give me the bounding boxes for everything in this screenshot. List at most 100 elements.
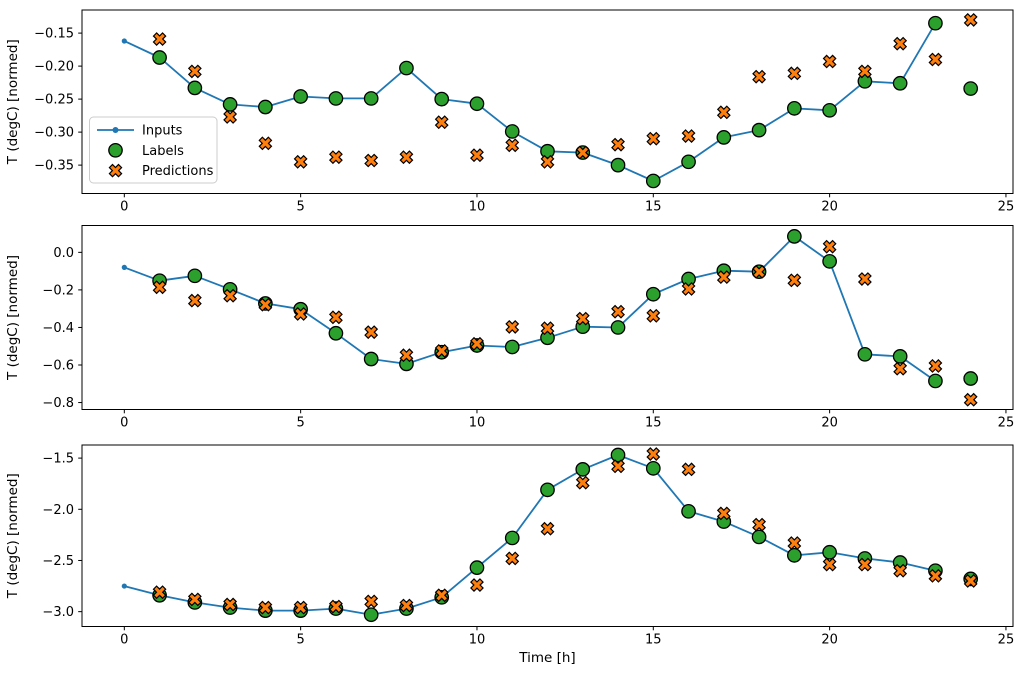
label-circle-marker	[928, 373, 943, 389]
labels-scatter	[152, 15, 979, 189]
prediction-x-marker	[752, 264, 767, 279]
x-tick-label: 20	[821, 416, 838, 431]
prediction-x-marker	[540, 521, 555, 536]
label-circle-marker	[363, 91, 379, 106]
subplot-2: 0 5 10 15 20 25 0.0 −0.2 −0.4 −0.6 −0.8 T (degC) [n…	[5, 225, 1015, 431]
prediction-x-marker	[258, 136, 273, 151]
prediction-x-marker	[857, 64, 872, 79]
label-circle-marker	[857, 73, 873, 89]
label-circle-marker	[293, 89, 308, 104]
label-circle-marker	[681, 154, 696, 170]
label-circle-marker	[751, 529, 767, 545]
legend-circle-marker	[108, 142, 123, 158]
legend: Inputs Labels Predictions	[89, 116, 218, 184]
y-axis-ticks: −0.15 −0.20 −0.25 −0.30 −0.35	[34, 27, 82, 174]
label-circle-marker	[187, 268, 203, 284]
label-circle-marker	[787, 101, 802, 116]
x-tick-label: 5	[297, 200, 305, 215]
prediction-x-marker	[822, 54, 837, 69]
prediction-x-marker	[646, 447, 661, 461]
legend-label: Labels	[142, 144, 184, 159]
prediction-x-marker	[470, 336, 484, 351]
legend-item-predictions: Predictions	[108, 163, 214, 179]
label-circle-marker	[504, 124, 520, 139]
prediction-x-marker	[963, 12, 978, 27]
prediction-x-marker	[152, 280, 167, 295]
prediction-x-marker	[258, 600, 273, 615]
label-circle-marker	[258, 99, 273, 115]
y-tick-label: −0.20	[34, 60, 74, 75]
input-dot-marker	[121, 264, 127, 270]
label-circle-marker	[681, 271, 696, 287]
label-circle-marker	[540, 143, 555, 159]
prediction-x-marker	[470, 148, 484, 163]
y-axis-label: T (degC) [normed]	[5, 39, 21, 165]
y-tick-label: −2.0	[42, 503, 74, 518]
label-circle-marker	[328, 91, 344, 106]
prediction-x-marker	[681, 282, 696, 296]
label-circle-marker	[857, 346, 873, 362]
x-axis-ticks: 0 5 10 15 20 25	[120, 409, 1015, 431]
x-axis-label: Time [h]	[518, 650, 575, 666]
prediction-x-marker	[752, 69, 767, 84]
label-circle-marker	[822, 544, 837, 560]
prediction-x-marker	[293, 600, 308, 615]
y-axis-label: T (degC) [normed]	[5, 473, 21, 599]
prediction-x-marker	[575, 311, 590, 326]
x-axis-ticks: 0 5 10 15 20 25	[120, 626, 1014, 648]
label-circle-marker	[963, 81, 979, 96]
prediction-x-marker	[893, 36, 908, 51]
prediction-x-marker	[187, 293, 202, 308]
prediction-x-marker	[787, 273, 802, 288]
prediction-x-marker	[716, 105, 731, 120]
prediction-x-marker	[963, 392, 978, 407]
prediction-x-marker	[787, 66, 802, 81]
y-axis-ticks: 0.0 −0.2 −0.4 −0.6 −0.8	[42, 246, 82, 411]
x-tick-label: 5	[297, 416, 305, 431]
prediction-x-marker	[434, 343, 449, 358]
label-circle-marker	[540, 482, 555, 498]
y-tick-label: −0.8	[42, 396, 74, 411]
legend-item-inputs: Inputs	[97, 124, 183, 139]
axes-frame	[81, 225, 1014, 410]
input-dot-marker	[121, 38, 127, 44]
prediction-x-marker	[364, 594, 379, 609]
prediction-x-marker	[328, 310, 343, 325]
label-circle-marker	[610, 320, 626, 335]
x-tick-label: 0	[120, 633, 128, 648]
x-tick-label: 0	[120, 200, 128, 215]
x-tick-label: 0	[120, 416, 128, 431]
prediction-x-marker	[787, 536, 802, 550]
y-tick-label: −0.15	[34, 27, 74, 42]
prediction-x-marker	[822, 239, 837, 254]
prediction-x-marker	[540, 154, 555, 169]
y-tick-label: −0.25	[34, 93, 74, 108]
label-circle-marker	[504, 339, 520, 355]
x-tick-label: 10	[469, 200, 486, 215]
label-circle-marker	[892, 75, 908, 91]
y-tick-label: −1.5	[42, 452, 74, 467]
label-circle-marker	[751, 122, 767, 138]
prediction-x-marker	[575, 475, 590, 490]
label-circle-marker	[469, 96, 485, 112]
y-tick-label: −0.30	[34, 126, 74, 141]
y-tick-label: −0.4	[42, 321, 74, 336]
legend-label: Predictions	[142, 164, 214, 179]
subplot-1: 0 5 10 15 20 25 −0.15 −0.20 −0.25 −0.30 −0.35 T (de…	[5, 9, 1014, 215]
x-tick-label: 25	[998, 416, 1015, 431]
label-circle-marker	[187, 80, 203, 96]
label-circle-marker	[787, 229, 802, 244]
prediction-x-marker	[223, 288, 238, 303]
prediction-x-marker	[857, 557, 872, 572]
prediction-x-marker	[857, 272, 872, 286]
prediction-x-marker	[646, 308, 661, 323]
x-tick-label: 15	[645, 200, 662, 215]
label-circle-marker	[399, 60, 414, 76]
prediction-x-marker	[187, 592, 202, 607]
prediction-x-marker	[399, 348, 414, 363]
predictions-scatter	[152, 239, 978, 407]
prediction-x-marker	[893, 563, 908, 578]
prediction-x-marker	[399, 150, 414, 165]
prediction-x-marker	[152, 32, 167, 46]
